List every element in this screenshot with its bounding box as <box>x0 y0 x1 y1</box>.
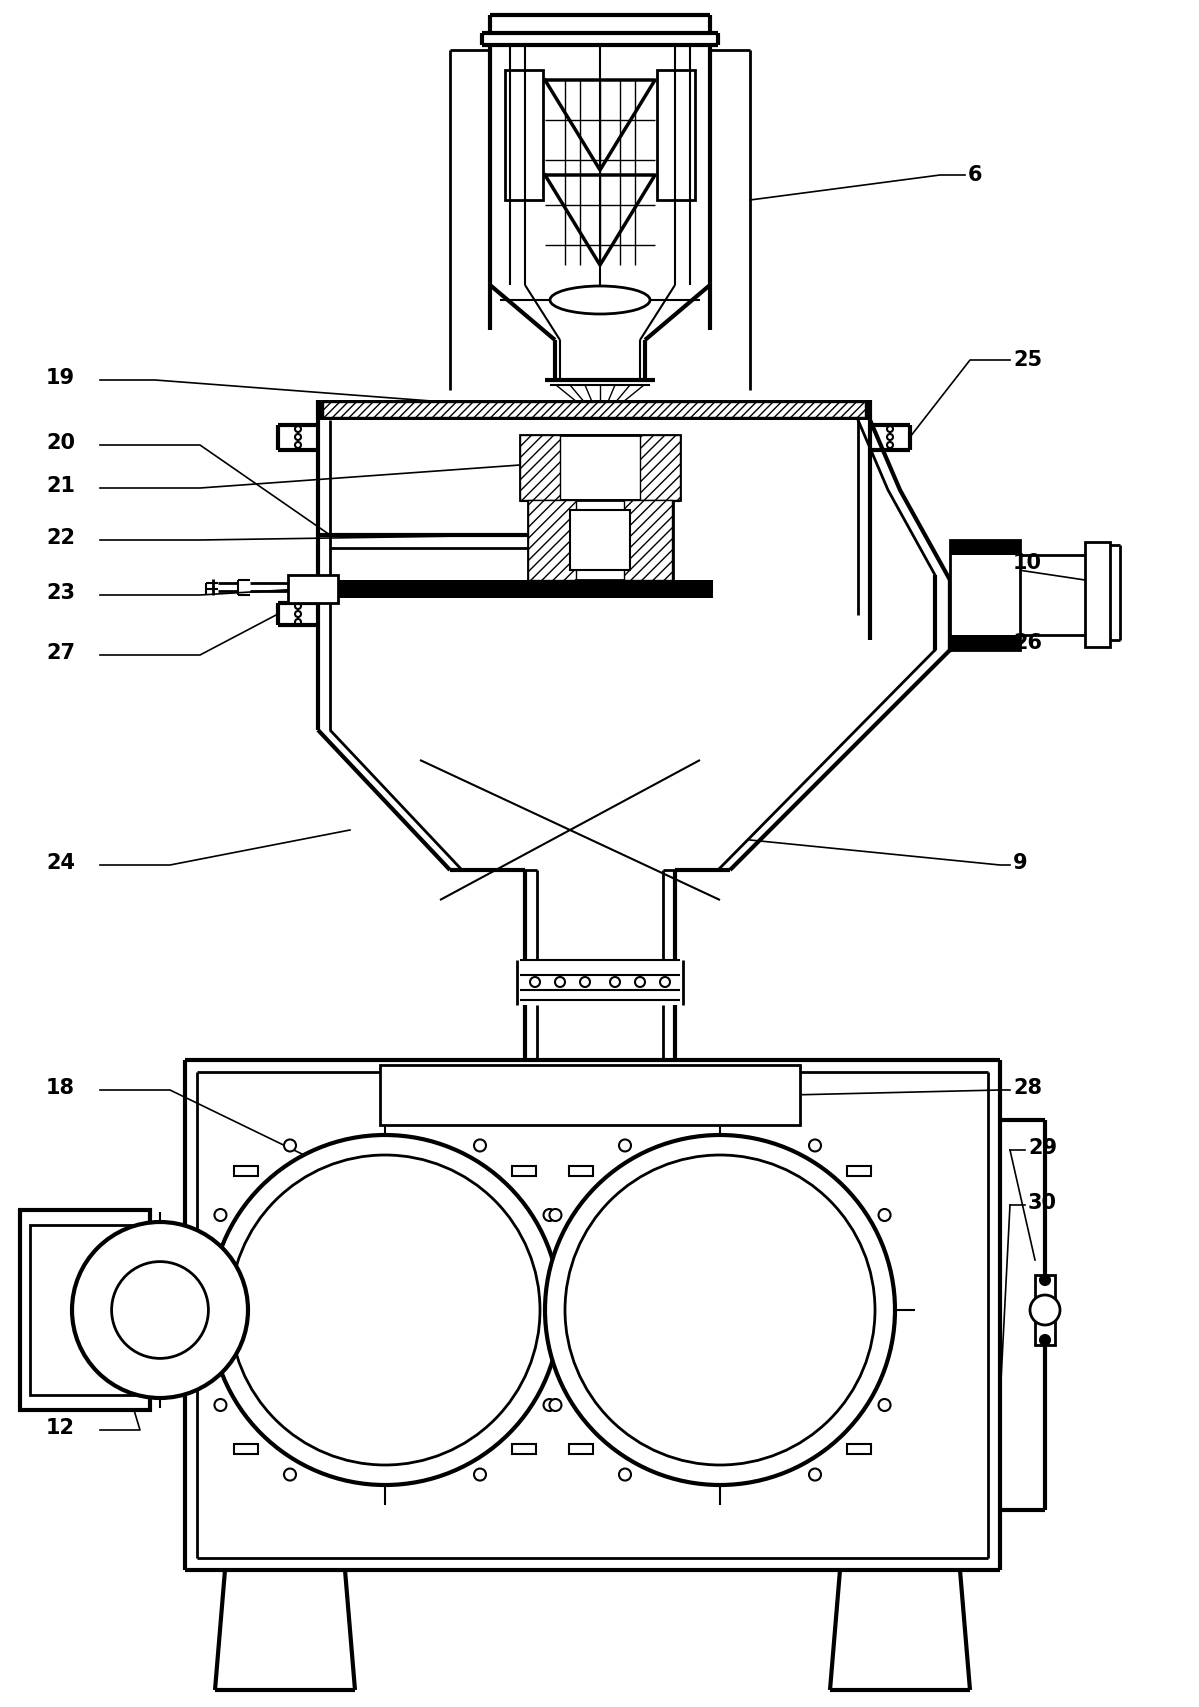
Bar <box>30 1226 140 1395</box>
Bar <box>657 70 695 200</box>
Text: 29: 29 <box>1028 1139 1058 1157</box>
Bar <box>318 580 713 597</box>
Bar <box>528 500 576 580</box>
Circle shape <box>549 1209 561 1221</box>
Circle shape <box>555 976 565 987</box>
Circle shape <box>474 1140 486 1152</box>
Text: 24: 24 <box>46 854 76 872</box>
Circle shape <box>1030 1296 1060 1325</box>
Text: 26: 26 <box>1013 633 1042 654</box>
Text: 18: 18 <box>46 1079 76 1098</box>
Circle shape <box>1040 1275 1050 1285</box>
Circle shape <box>1040 1335 1050 1345</box>
Circle shape <box>284 1140 296 1152</box>
Circle shape <box>295 442 301 447</box>
Text: 27: 27 <box>46 644 76 662</box>
Text: 21: 21 <box>46 476 76 497</box>
Circle shape <box>295 603 301 609</box>
Text: 12: 12 <box>46 1419 76 1437</box>
Text: 10: 10 <box>1013 553 1042 574</box>
Circle shape <box>474 1468 486 1480</box>
Bar <box>528 500 673 580</box>
Circle shape <box>295 427 301 432</box>
Ellipse shape <box>550 287 650 314</box>
Circle shape <box>565 1156 875 1465</box>
Circle shape <box>635 976 645 987</box>
Circle shape <box>879 1400 891 1412</box>
Bar <box>520 435 560 500</box>
Bar <box>20 1210 150 1410</box>
Bar <box>318 399 870 420</box>
Circle shape <box>530 976 540 987</box>
Bar <box>623 500 671 580</box>
Circle shape <box>887 442 893 447</box>
Circle shape <box>809 1468 821 1480</box>
Circle shape <box>189 1337 195 1343</box>
Bar <box>1035 1275 1055 1345</box>
Text: 30: 30 <box>1028 1193 1058 1214</box>
Circle shape <box>112 1261 209 1359</box>
Circle shape <box>659 976 670 987</box>
Circle shape <box>295 620 301 625</box>
Circle shape <box>549 1400 561 1412</box>
Bar <box>512 1166 536 1176</box>
Circle shape <box>520 1302 534 1318</box>
Bar <box>380 1065 800 1125</box>
Bar <box>950 539 1020 555</box>
Circle shape <box>230 1156 540 1465</box>
Bar <box>323 403 864 417</box>
Bar <box>288 575 338 603</box>
Bar <box>1085 543 1110 647</box>
Bar <box>520 435 680 500</box>
Circle shape <box>809 1140 821 1152</box>
Circle shape <box>189 1308 195 1313</box>
Text: 22: 22 <box>46 527 76 548</box>
Text: 6: 6 <box>968 166 982 184</box>
Bar <box>234 1166 258 1176</box>
Circle shape <box>887 427 893 432</box>
Circle shape <box>887 434 893 440</box>
Circle shape <box>295 611 301 616</box>
Circle shape <box>619 1468 631 1480</box>
Text: 19: 19 <box>46 369 76 387</box>
Bar <box>512 1444 536 1454</box>
Bar <box>640 435 680 500</box>
Circle shape <box>189 1277 195 1284</box>
Circle shape <box>295 434 301 440</box>
Bar <box>950 539 1020 650</box>
Text: 25: 25 <box>1013 350 1042 370</box>
Circle shape <box>72 1222 248 1398</box>
Circle shape <box>619 1140 631 1152</box>
Text: 23: 23 <box>46 584 76 603</box>
Circle shape <box>210 1135 560 1485</box>
Bar <box>570 510 629 570</box>
Circle shape <box>215 1400 227 1412</box>
Circle shape <box>571 1302 585 1318</box>
Circle shape <box>610 976 620 987</box>
Circle shape <box>543 1209 555 1221</box>
Text: 28: 28 <box>1013 1079 1042 1098</box>
Bar <box>848 1166 872 1176</box>
Text: 20: 20 <box>46 434 76 452</box>
Circle shape <box>215 1209 227 1221</box>
Circle shape <box>284 1468 296 1480</box>
Bar <box>950 635 1020 650</box>
Text: 9: 9 <box>1013 854 1028 872</box>
Circle shape <box>580 976 590 987</box>
Circle shape <box>546 1135 894 1485</box>
Bar <box>234 1444 258 1454</box>
Bar <box>568 1166 592 1176</box>
Bar <box>568 1444 592 1454</box>
Circle shape <box>543 1400 555 1412</box>
Circle shape <box>879 1209 891 1221</box>
Bar <box>848 1444 872 1454</box>
Bar <box>505 70 543 200</box>
